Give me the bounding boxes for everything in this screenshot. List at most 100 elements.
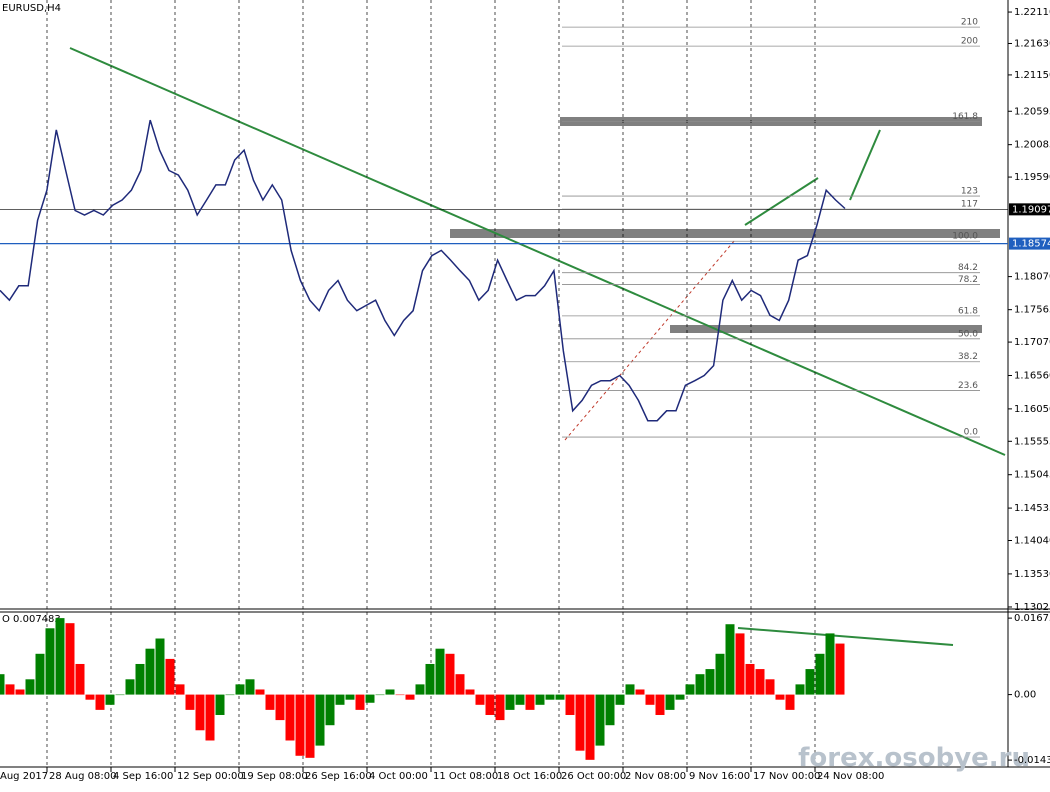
y-tick-label: 1.14535 [1014, 503, 1050, 514]
fib-label: 100.0 [952, 232, 978, 242]
histogram-bar [165, 658, 175, 695]
x-tick-label: 24 Nov 08:00 [817, 771, 884, 782]
histogram-bar [585, 694, 595, 760]
histogram-bar [825, 633, 835, 695]
histogram-bar [65, 623, 75, 695]
price-tag [1009, 237, 1050, 250]
x-tick-label: 17 Nov 00:00 [753, 771, 820, 782]
histogram-bar [305, 694, 315, 758]
fib-label: 84.2 [958, 263, 978, 273]
y-tick-label: 1.20085 [1014, 140, 1050, 151]
x-tick-label: 4 Oct 00:00 [369, 771, 428, 782]
y-tick-label: 1.14040 [1014, 536, 1050, 547]
histogram-bar [835, 643, 845, 695]
zone [670, 325, 982, 333]
histogram-bar [15, 689, 25, 695]
histogram-bar [185, 694, 195, 710]
y-tick-label: 1.19590 [1014, 172, 1050, 183]
trend-line [564, 239, 736, 441]
x-tick-label: 28 Aug 08:00 [49, 771, 116, 782]
histogram-bar [705, 669, 715, 695]
price-line [0, 119, 846, 422]
histogram-bar [125, 679, 135, 695]
histogram-bar [355, 694, 365, 710]
fib-label: 200 [961, 37, 978, 47]
fib-label: 78.2 [958, 275, 978, 285]
histogram-bar [135, 663, 145, 695]
x-tick-label: 18 Oct 16:00 [497, 771, 562, 782]
histogram-bar [385, 689, 395, 695]
histogram-bar [365, 694, 375, 703]
fib-label: 210 [961, 18, 978, 28]
trend-line [737, 627, 954, 646]
y-tick-label: 1.18070 [1014, 272, 1050, 283]
histogram-bar [435, 648, 445, 695]
x-tick-label: 26 Sep 16:00 [305, 771, 372, 782]
fib-label: 117 [961, 200, 978, 210]
y-tick-label: -0.014357 [1014, 755, 1050, 766]
histogram-bar [225, 694, 235, 696]
histogram-bar [475, 694, 485, 705]
x-tick-label: 4 Sep 16:00 [113, 771, 173, 782]
fib-label: 61.8 [958, 306, 978, 316]
y-tick-label: 1.13530 [1014, 569, 1050, 580]
histogram-bar [415, 684, 425, 695]
histogram-bar [765, 679, 775, 695]
zone [450, 229, 1000, 238]
histogram-bar [345, 694, 355, 700]
histogram-bar [675, 694, 685, 700]
x-tick-label: 2 Nov 08:00 [625, 771, 686, 782]
histogram-bar [255, 689, 265, 695]
histogram-bar [565, 694, 575, 715]
histogram-bar [375, 694, 385, 696]
histogram-bar [815, 653, 825, 695]
fib-label: 161.8 [952, 112, 978, 122]
histogram-bar [105, 694, 115, 705]
histogram-bar [35, 653, 45, 695]
x-tick-label: 19 Sep 08:00 [241, 771, 308, 782]
histogram-bar [515, 694, 525, 705]
y-tick-label: 1.17070 [1014, 337, 1050, 348]
histogram-bar [755, 669, 765, 695]
histogram-bar [295, 694, 305, 756]
histogram-bar [805, 669, 815, 695]
histogram-bar [0, 674, 5, 695]
histogram-bar [545, 694, 555, 700]
histogram-bar [25, 679, 35, 695]
histogram-bar [665, 694, 675, 710]
histogram-bar [195, 694, 205, 731]
histogram-bar [205, 694, 215, 741]
histogram-bar [215, 694, 225, 715]
y-tick-label: 1.21150 [1014, 70, 1050, 81]
x-tick-label: 11 Oct 08:00 [433, 771, 498, 782]
trend-line [744, 177, 819, 226]
histogram-bar [95, 694, 105, 710]
price-tag-label: 1.19097 [1012, 204, 1050, 215]
fib-label: 0.0 [964, 428, 979, 438]
histogram-bar [775, 694, 785, 700]
histogram-bar [75, 663, 85, 695]
chart-title: EURUSD,H4 [2, 3, 61, 14]
histogram-bar [715, 653, 725, 695]
price-tag-label: 1.18574 [1012, 239, 1050, 250]
y-tick-label: 1.13025 [1014, 602, 1050, 613]
histogram-bar [335, 694, 345, 705]
histogram-bar [505, 694, 515, 710]
histogram-bar [605, 694, 615, 726]
trend-line [849, 129, 881, 201]
x-tick-label: Aug 2017 [0, 771, 48, 782]
y-tick-label: 1.20595 [1014, 106, 1050, 117]
histogram-bar [465, 689, 475, 695]
histogram-bar [525, 694, 535, 710]
indicator-title: O 0.007483 [2, 614, 61, 625]
histogram-bar [735, 633, 745, 695]
y-tick-label: 1.15045 [1014, 470, 1050, 481]
fib-label: 38.2 [958, 352, 978, 362]
histogram-bar [645, 694, 655, 705]
histogram-bar [535, 694, 545, 705]
histogram-bar [595, 694, 605, 746]
histogram-bar [145, 648, 155, 695]
histogram-bar [285, 694, 295, 741]
histogram-bar [635, 689, 645, 695]
histogram-bar [745, 663, 755, 695]
